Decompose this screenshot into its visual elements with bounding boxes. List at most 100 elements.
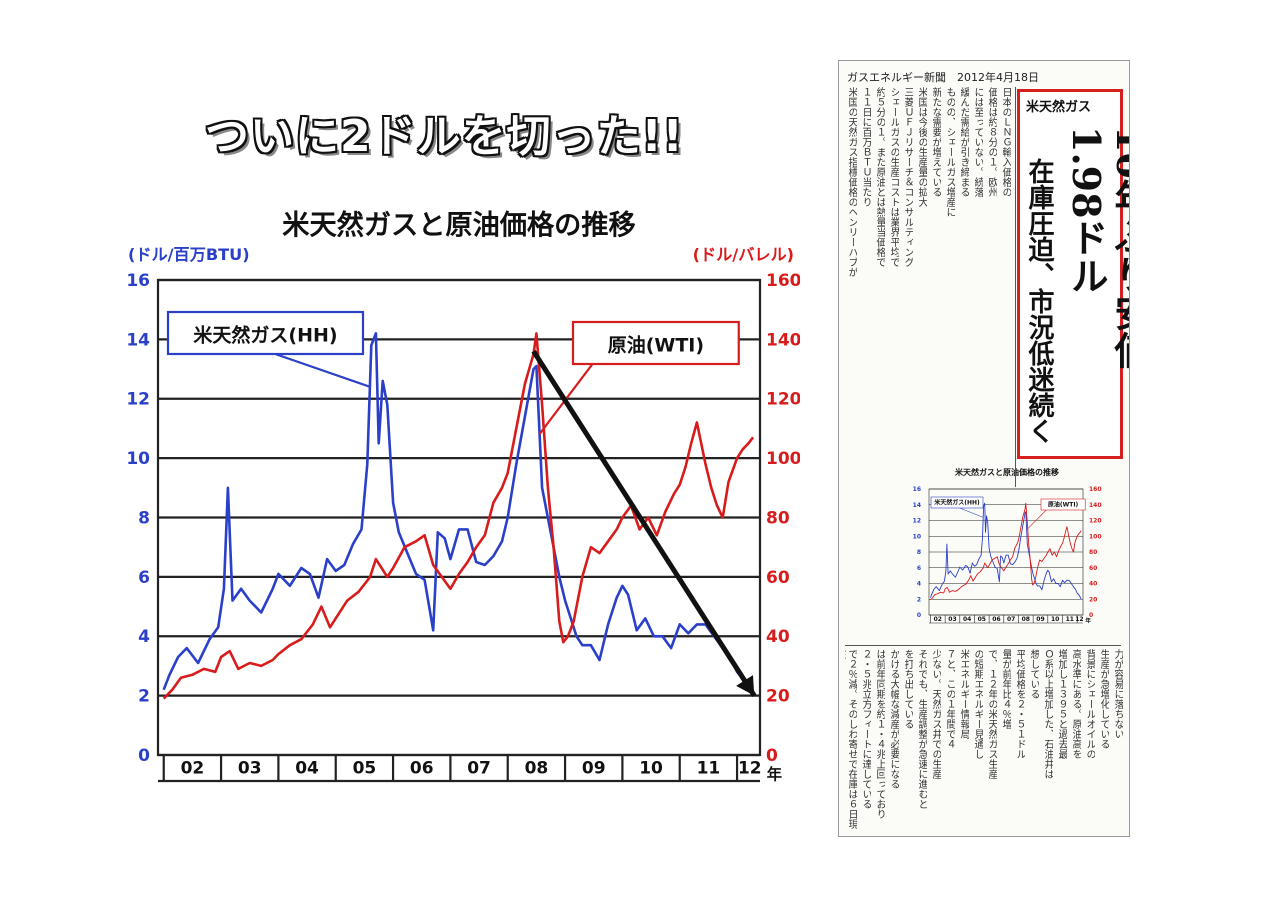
gas-legend-box [166,310,365,356]
left-tick-label: 2 [138,687,150,707]
right-tick-label: 140 [1089,502,1102,509]
gas-legend-leader [274,352,371,388]
text-column: 緩んだ需給が引き締まる [958,87,969,197]
plot-frame [928,488,1084,616]
x-tick-label: 12 [738,759,762,779]
trend-arrow-line [531,349,757,697]
clipping-text-columns: 米国の天然ガス指標価格のヘンリーハブが １１日に百万ＢＴＵ当たり 約５分の１。ま… [845,87,1013,489]
text-column: ものの、シェールガス増産に [944,87,955,217]
right-tick-label: 160 [766,271,800,291]
text-column: 約５分の１。また原油とは熱量当価格で [874,87,885,267]
x-tick-label: 04 [963,616,971,623]
x-tick-label: 02 [934,616,942,623]
x-tick-label: 11 [1066,616,1074,623]
mini-chart-title: 米天然ガスと原油価格の推移 [954,467,1059,477]
oil-legend-label: 原油(WTI) [1048,501,1079,509]
text-column: 少ない。天然ガス井での生産 [930,649,941,779]
right-tick-label: 20 [1089,596,1097,603]
text-column: 新たな需要が増えている [930,87,941,197]
chart-title: 米天然ガスと原油価格の推移 [282,209,635,241]
text-column: で２％減。そのしわ寄せで在庫は６日現在 [846,649,857,829]
x-unit-label: 年 [767,766,782,784]
right-tick-label: 0 [1089,612,1093,619]
right-tick-label: 100 [1089,533,1102,540]
right-tick-label: 120 [766,390,800,410]
text-column: で、１２年の米天然ガス生産 [986,649,997,779]
x-tick-label: 06 [992,616,1000,623]
text-column: 背景にシェールオイルの [1084,649,1095,759]
left-tick-label: 8 [138,508,150,528]
gas-legend-leader [959,507,984,518]
text-column: の短期エネルギー見通し [972,649,983,759]
text-column: 生産が急増化している [1098,649,1109,749]
x-tick-label: 11 [697,759,721,779]
headline-box: 米天然ガス 10年ぶり安値1.98ドル 在庫圧迫、市況低迷続く [1017,89,1129,459]
left-tick-label: 6 [917,565,921,572]
left-tick-label: 0 [917,612,921,619]
x-tick-label: 08 [525,759,549,779]
right-tick-label: 160 [1089,486,1102,493]
text-column: は前年同期を約１・４兆上回っており [874,649,885,819]
trend-arrow-head [736,675,755,696]
x-tick-label: 10 [1051,616,1059,623]
x-tick-label: 03 [948,616,956,623]
left-tick-label: 8 [917,549,921,556]
gas-legend-box [930,496,984,509]
x-tick-label: 07 [467,759,491,779]
text-column: 増加し１３９５と過去最 [1056,649,1067,759]
right-tick-label: 80 [1089,549,1097,556]
right-tick-label: 20 [766,687,790,707]
gas-series-line [930,502,1082,600]
x-tick-label: 03 [238,759,262,779]
text-column: 量が前年比４％増 [1000,649,1011,729]
headline-sub: 在庫圧迫、市況低迷続く [1024,158,1054,444]
text-column: には至っていない。続落 [972,87,983,197]
text-column: 米国の天然ガス指標価格のヘンリーハブが [846,87,857,277]
text-column: かける大幅な減産が必要になる [888,649,899,789]
plot-frame [156,278,762,757]
clipping-bottom-columns: で２％減。そのしわ寄せで在庫は６日現在 ２・５兆立方フィートに達している は前年… [845,649,1123,829]
main-chart: 米天然ガスと原油価格の推移(ドル/百万BTU) (ドル/バレル)024681012… [126,209,800,784]
column-rule [1015,87,1016,487]
text-column: ７と、この１年間で４ [944,649,955,749]
left-tick-label: 4 [138,627,150,647]
x-tick-label: 09 [1036,616,1044,623]
x-tick-label: 08 [1022,616,1030,623]
x-tick-label: 12 [1075,616,1083,623]
column-rule [845,645,1121,646]
left-axis-label: (ドル/百万BTU) [128,245,250,264]
x-tick-label: 04 [295,759,319,779]
left-tick-label: 2 [917,596,921,603]
oil-legend-box [1040,498,1086,511]
slide-title: ついに2ドルを切った!! [205,111,684,162]
right-tick-label: 120 [1089,518,1102,525]
x-tick-label: 05 [978,616,986,623]
oil-legend-box [571,320,740,366]
headline-main: 10年ぶり安値1.98ドル [1064,126,1129,369]
text-column: 価格は約８分の１。欧州 [986,87,997,197]
x-tick-label: 09 [582,759,606,779]
right-axis-label: (ドル/バレル) [693,245,794,264]
newspaper-clipping: ガスエネルギー新聞 2012年4月18日 米国の天然ガス指標価格のヘンリーハブが… [838,60,1130,837]
text-column: それでも、生産調整が急速に進むと [916,649,927,809]
left-tick-label: 6 [138,568,150,588]
right-tick-label: 80 [766,508,790,528]
oil-series-line [930,502,1082,601]
oil-legend-leader [1026,509,1047,531]
text-column: 想している [1028,649,1039,699]
text-column: Ｏ系以上増加した、石油井は [1042,649,1053,779]
headline-tag: 米天然ガス [1026,100,1092,115]
clipping-header: ガスエネルギー新聞 2012年4月18日 [847,71,1039,84]
left-tick-label: 12 [126,390,150,410]
right-tick-label: 40 [766,627,790,647]
right-tick-label: 60 [766,568,790,588]
left-tick-label: 14 [126,330,150,350]
x-tick-label: 07 [1007,616,1015,623]
text-column: 高水準にある。原油高を [1070,649,1081,759]
x-unit-label: 年 [1085,617,1091,625]
right-tick-label: 60 [1089,565,1097,572]
right-tick-label: 40 [1089,581,1097,588]
text-column: 日本のＬＮＧ輸入価格の [1000,87,1011,197]
left-tick-label: 16 [913,486,921,493]
